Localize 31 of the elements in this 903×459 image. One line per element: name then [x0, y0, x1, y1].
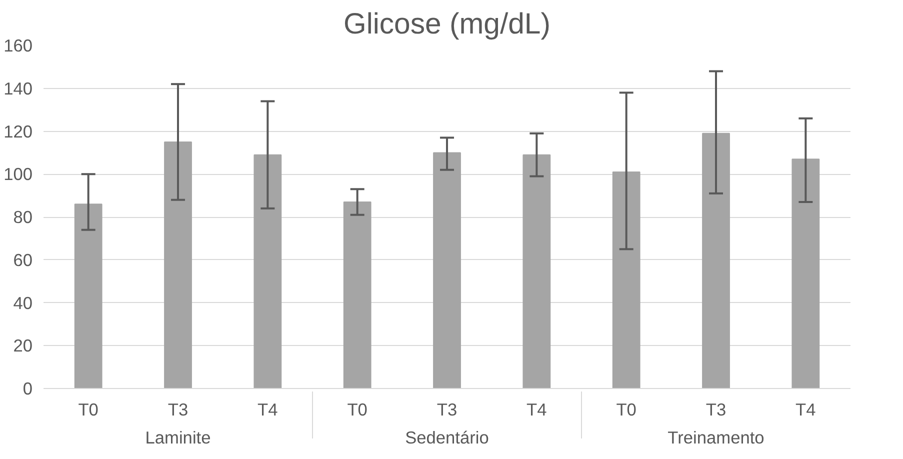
bar [343, 201, 372, 388]
x-tick-label: T4 [526, 400, 548, 420]
bar [522, 154, 551, 388]
y-tick-label: 40 [13, 292, 33, 313]
x-tick-label: T4 [796, 400, 816, 420]
bar [702, 132, 730, 388]
bar [792, 158, 820, 388]
y-tick-label: 20 [13, 336, 33, 356]
x-tick-label: T0 [616, 400, 636, 420]
x-tick-label: T0 [78, 400, 98, 420]
y-tick-label: 80 [13, 207, 33, 227]
x-tick-label: T0 [347, 400, 368, 420]
x-tick-label: T3 [168, 400, 188, 420]
y-tick-label: 140 [4, 78, 33, 98]
text: Treinamento [668, 428, 764, 448]
text: Sedentário [405, 428, 489, 448]
bar [74, 204, 102, 388]
bar [254, 154, 282, 388]
bar [433, 152, 461, 388]
y-tick-label: 160 [4, 36, 33, 56]
x-tick-label: T4 [258, 400, 278, 420]
bar [164, 141, 192, 388]
bar [612, 171, 640, 388]
y-tick-label: 120 [4, 121, 33, 142]
y-tick-label: 0 [22, 378, 33, 398]
text: Laminite [145, 428, 211, 448]
chart-title: Glicose (mg/dL) [344, 8, 551, 40]
y-tick-label: 60 [13, 250, 33, 270]
y-tick-label: 100 [4, 164, 33, 184]
x-tick-label: T3 [436, 400, 458, 420]
x-tick-label: T3 [706, 400, 726, 420]
